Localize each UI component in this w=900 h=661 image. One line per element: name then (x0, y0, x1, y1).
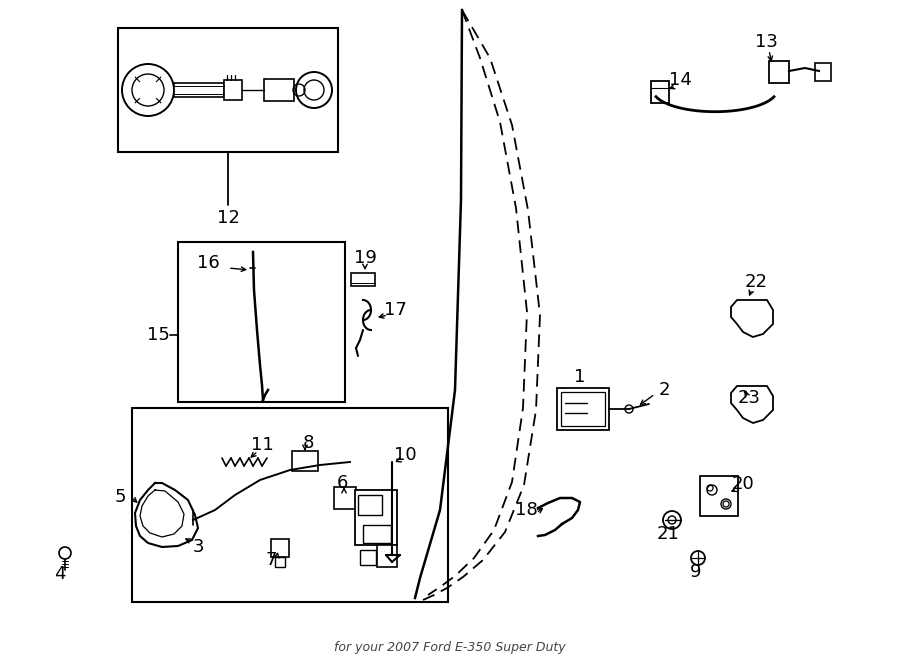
Text: 15: 15 (147, 326, 169, 344)
Bar (360, 550, 376, 565)
Polygon shape (731, 300, 773, 337)
Text: 8: 8 (302, 434, 314, 452)
Circle shape (625, 405, 633, 413)
Text: 21: 21 (657, 525, 680, 543)
Bar (815, 63, 831, 81)
Circle shape (721, 499, 731, 509)
Bar (334, 487, 356, 509)
Text: 3: 3 (193, 538, 203, 556)
Text: 10: 10 (393, 446, 417, 464)
Bar (358, 495, 382, 515)
Text: 18: 18 (515, 501, 537, 519)
Text: 17: 17 (383, 301, 407, 319)
Text: 2: 2 (658, 381, 670, 399)
Text: 6: 6 (337, 474, 347, 492)
Text: for your 2007 Ford E-350 Super Duty: for your 2007 Ford E-350 Super Duty (334, 641, 566, 654)
Bar (174, 83, 224, 97)
Text: 20: 20 (732, 475, 754, 493)
Text: 11: 11 (250, 436, 274, 454)
Bar (224, 80, 242, 100)
Text: 19: 19 (354, 249, 376, 267)
Circle shape (663, 511, 681, 529)
Text: 22: 22 (744, 273, 768, 291)
Bar (264, 79, 294, 101)
Text: 7: 7 (266, 551, 277, 569)
Text: 13: 13 (754, 33, 778, 51)
Text: 16: 16 (196, 254, 220, 272)
Circle shape (59, 547, 71, 559)
Text: 23: 23 (737, 389, 760, 407)
Polygon shape (351, 273, 375, 286)
Bar (700, 476, 738, 516)
Text: 4: 4 (54, 565, 66, 583)
Bar (377, 545, 397, 567)
Bar (271, 539, 289, 557)
Text: 9: 9 (690, 563, 702, 581)
Circle shape (691, 551, 705, 565)
Bar (561, 392, 605, 426)
Bar (275, 557, 285, 567)
Text: 12: 12 (217, 209, 239, 227)
Bar (651, 81, 669, 103)
Text: 1: 1 (574, 368, 586, 386)
Bar (557, 388, 609, 430)
Circle shape (707, 485, 717, 495)
Bar (292, 451, 318, 471)
Text: 5: 5 (114, 488, 126, 506)
Text: 14: 14 (669, 71, 691, 89)
Bar (769, 61, 789, 83)
Bar (355, 490, 397, 545)
Polygon shape (731, 386, 773, 423)
Bar (363, 525, 391, 543)
